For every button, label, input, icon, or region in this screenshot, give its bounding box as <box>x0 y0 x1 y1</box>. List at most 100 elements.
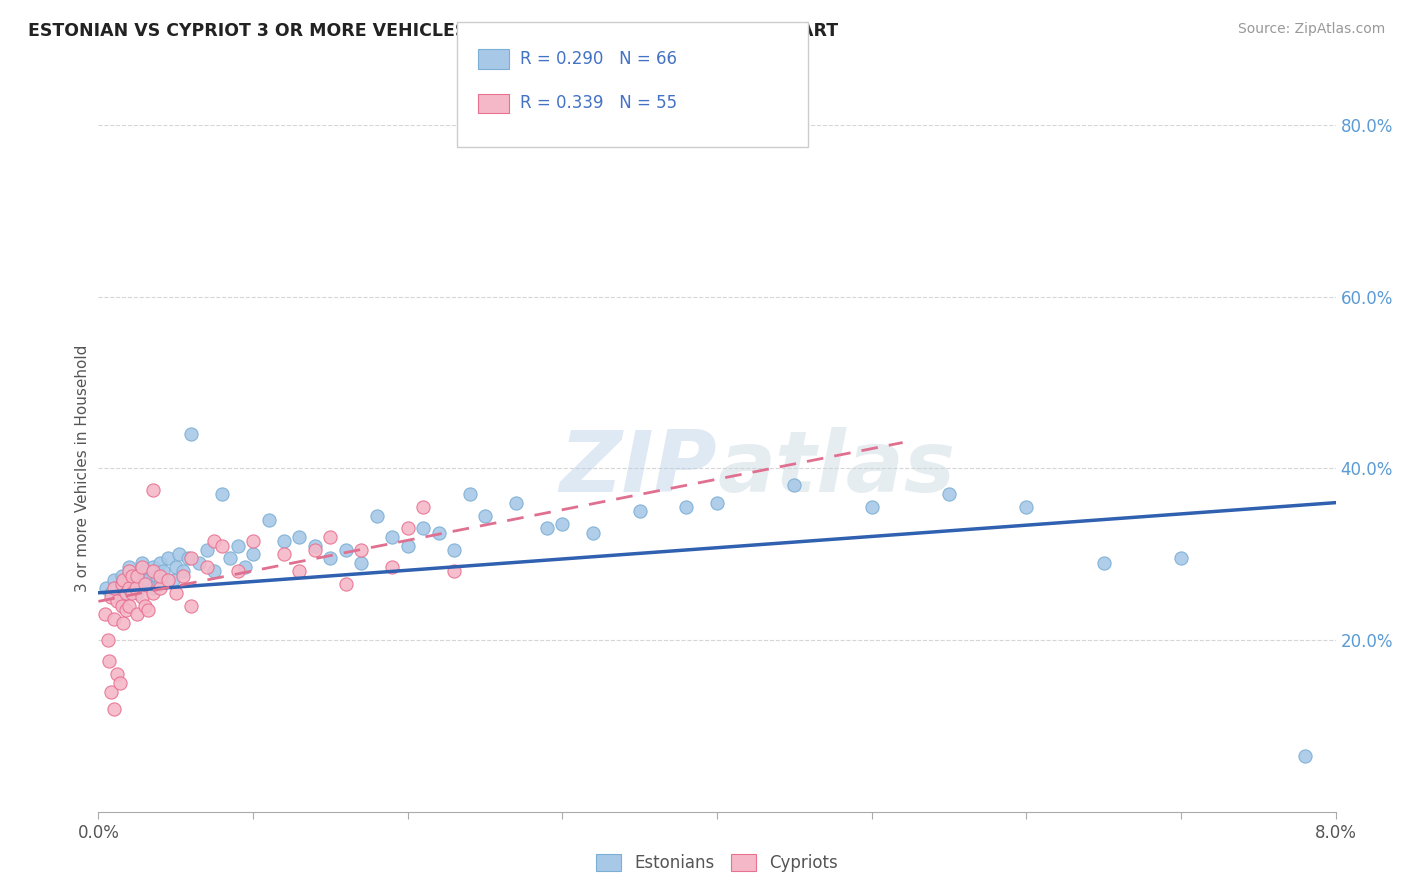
Point <box>180 599 202 613</box>
Text: ESTONIAN VS CYPRIOT 3 OR MORE VEHICLES IN HOUSEHOLD CORRELATION CHART: ESTONIAN VS CYPRIOT 3 OR MORE VEHICLES I… <box>28 22 838 40</box>
Point <box>226 564 249 578</box>
Point <box>103 611 125 625</box>
Point <box>118 599 141 613</box>
Point <box>97 633 120 648</box>
Point <box>157 573 180 587</box>
Point <box>319 530 342 544</box>
Point <box>412 500 434 514</box>
Point <box>350 556 373 570</box>
Point <box>582 525 605 540</box>
Point <box>115 577 138 591</box>
Point <box>551 517 574 532</box>
Point <box>366 508 388 523</box>
Point <box>100 684 122 698</box>
Point <box>1170 551 1192 566</box>
Point <box>273 547 295 561</box>
Point <box>860 500 883 514</box>
Point <box>242 534 264 549</box>
Point <box>111 599 134 613</box>
Point <box>100 590 122 604</box>
Point <box>396 539 419 553</box>
Point <box>111 577 134 591</box>
Point <box>118 582 141 596</box>
Point <box>149 568 172 582</box>
Point <box>219 551 242 566</box>
Point <box>136 573 159 587</box>
Point <box>381 530 404 544</box>
Point <box>628 504 651 518</box>
Point <box>112 573 135 587</box>
Point <box>121 582 143 596</box>
Point <box>118 560 141 574</box>
Point <box>195 560 218 574</box>
Point <box>100 586 122 600</box>
Point <box>938 487 960 501</box>
Point <box>350 542 373 557</box>
Point <box>211 487 233 501</box>
Point <box>115 586 138 600</box>
Point <box>257 513 280 527</box>
Point <box>675 500 697 514</box>
Point <box>103 701 125 715</box>
Point <box>112 615 135 630</box>
Point <box>396 521 419 535</box>
Point <box>131 560 153 574</box>
Point <box>103 573 125 587</box>
Point <box>134 564 156 578</box>
Point <box>211 539 233 553</box>
Point <box>118 573 141 587</box>
Point <box>173 564 195 578</box>
Point <box>335 577 357 591</box>
Point <box>93 607 115 622</box>
Point <box>235 560 257 574</box>
Point <box>1092 556 1115 570</box>
Point <box>458 487 481 501</box>
Text: R = 0.339   N = 55: R = 0.339 N = 55 <box>520 95 678 112</box>
Point <box>96 582 118 596</box>
Point <box>127 586 149 600</box>
Text: R = 0.290   N = 66: R = 0.290 N = 66 <box>520 50 678 68</box>
Point <box>134 599 156 613</box>
Point <box>134 577 156 591</box>
Point <box>149 577 172 591</box>
Point <box>180 551 202 566</box>
Point <box>141 582 165 596</box>
Point <box>783 478 806 492</box>
Point <box>141 586 165 600</box>
Y-axis label: 3 or more Vehicles in Household: 3 or more Vehicles in Household <box>75 344 90 592</box>
Point <box>177 551 200 566</box>
Point <box>105 582 128 596</box>
Point <box>180 426 202 441</box>
Point <box>165 560 187 574</box>
Point <box>204 534 226 549</box>
Point <box>242 547 264 561</box>
Point <box>162 573 184 587</box>
Point <box>98 655 121 669</box>
Point <box>115 603 138 617</box>
Point <box>141 483 165 497</box>
Point <box>319 551 342 566</box>
Point <box>288 530 311 544</box>
Point <box>127 568 149 582</box>
Point <box>152 564 174 578</box>
Point <box>288 564 311 578</box>
Point <box>412 521 434 535</box>
Point <box>131 568 153 582</box>
Point <box>105 667 128 681</box>
Point <box>149 556 172 570</box>
Point <box>335 542 357 557</box>
Legend: Estonians, Cypriots: Estonians, Cypriots <box>589 847 845 879</box>
Point <box>167 547 190 561</box>
Text: Source: ZipAtlas.com: Source: ZipAtlas.com <box>1237 22 1385 37</box>
Point <box>1294 748 1316 763</box>
Point <box>157 551 180 566</box>
Point <box>536 521 558 535</box>
Point <box>111 568 134 582</box>
Point <box>134 577 156 591</box>
Point <box>188 556 211 570</box>
Point <box>141 560 165 574</box>
Point <box>149 582 172 596</box>
Point <box>136 603 159 617</box>
Point <box>381 560 404 574</box>
Point <box>131 556 153 570</box>
